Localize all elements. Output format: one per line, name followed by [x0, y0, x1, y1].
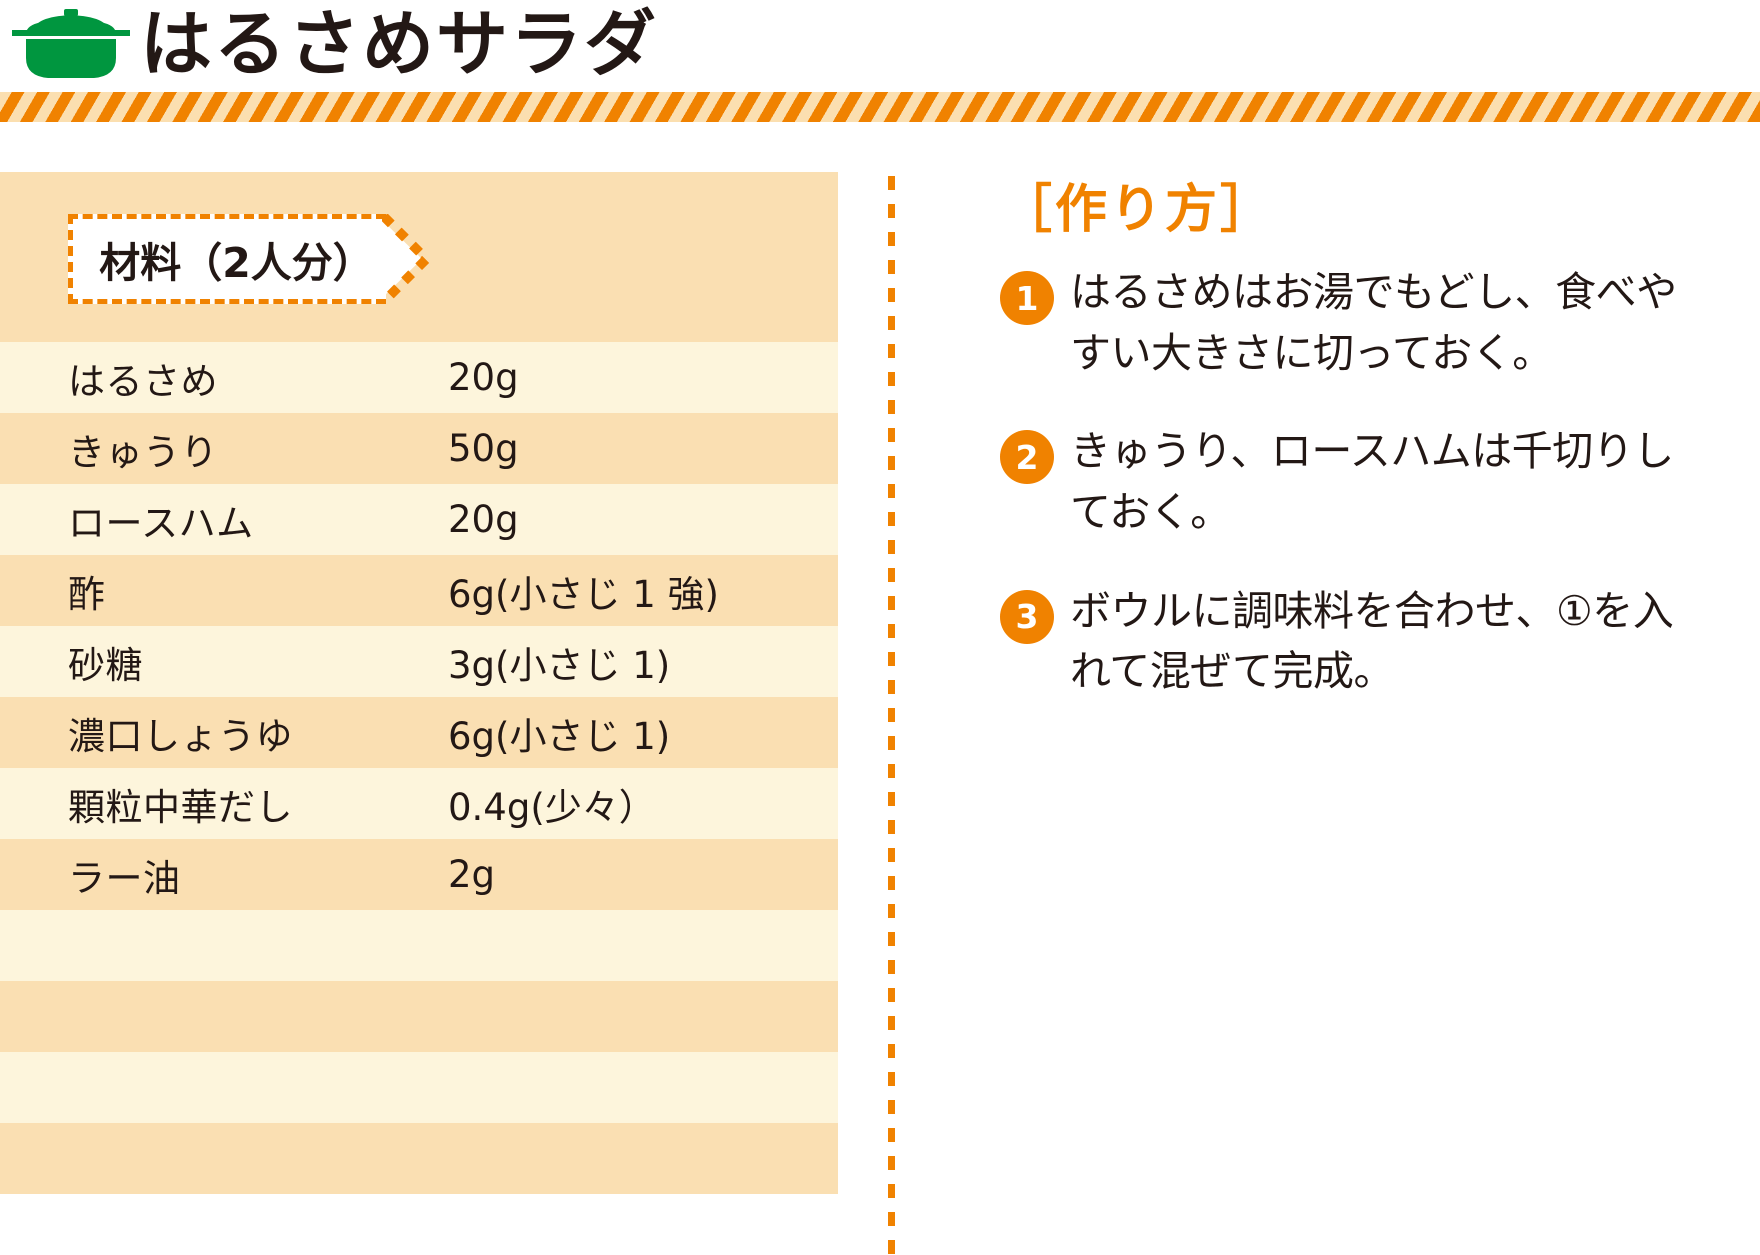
ingredient-name: 濃口しょうゆ: [68, 714, 293, 758]
ingredient-name: ラー油: [68, 856, 181, 900]
ingredient-amount: 20g: [448, 498, 519, 541]
decorative-stripe-band: [0, 92, 1760, 122]
ingredient-name: 顆粒中華だし: [68, 785, 293, 829]
vertical-dotted-divider: [888, 176, 895, 1255]
ingredient-amount: 50g: [448, 427, 519, 470]
ingredients-panel: 材料（2人分） はるさめ 20g きゅうり 50g ロースハム 20g 酢 6g(小さじ 1 …: [0, 172, 838, 1255]
ingredient-row: はるさめ 20g: [0, 342, 838, 413]
ingredient-name: 砂糖: [68, 643, 143, 687]
ingredients-tag-label: 材料（2人分）: [99, 239, 374, 287]
ingredients-tag-body: 材料（2人分）: [68, 214, 386, 304]
step-text: きゅうり、ロースハムは千切りしておく。: [1070, 427, 1674, 537]
ingredient-amount: 20g: [448, 356, 519, 399]
ingredient-row: 濃口しょうゆ 6g(小さじ 1): [0, 697, 838, 768]
instructions-list: 1 はるさめはお湯でもどし、食べやすい大きさに切っておく。 2 きゅうり、ロースハムは…: [1000, 262, 1700, 702]
ingredient-name: 酢: [68, 572, 106, 616]
ingredient-row: [0, 981, 838, 1052]
ingredient-row: ラー油 2g: [0, 839, 838, 910]
step-text: はるさめはお湯でもどし、食べやすい大きさに切っておく。: [1070, 268, 1677, 377]
ingredient-row: 顆粒中華だし 0.4g(少々）: [0, 768, 838, 839]
ingredients-tag: 材料（2人分）: [68, 214, 432, 306]
ingredient-row: きゅうり 50g: [0, 413, 838, 484]
instruction-step: 2 きゅうり、ロースハムは千切りしておく。: [1000, 421, 1700, 542]
ingredients-table: はるさめ 20g きゅうり 50g ロースハム 20g 酢 6g(小さじ 1 強) 砂糖 3g(小…: [0, 342, 838, 1194]
ingredient-amount: 2g: [448, 853, 496, 896]
ingredient-name: はるさめ: [68, 359, 218, 403]
ingredient-row: [0, 1123, 838, 1194]
ingredient-row: ロースハム 20g: [0, 484, 838, 555]
step-text: ボウルに調味料を合わせ、①を入れて混ぜて完成。: [1070, 586, 1674, 696]
ingredient-row: [0, 910, 838, 981]
instructions-heading: ［作り方］: [1000, 180, 1276, 240]
page-header: はるさめサラダ: [0, 0, 1760, 92]
ingredients-tag-arrow-icon: [382, 214, 432, 304]
step-number-badge: 3: [1000, 589, 1054, 644]
ingredient-amount: 3g(小さじ 1): [448, 643, 671, 687]
ingredient-amount: 0.4g(少々）: [448, 785, 656, 829]
ingredient-amount: 6g(小さじ 1 強): [448, 572, 719, 616]
ingredient-amount: 6g(小さじ 1): [448, 714, 671, 758]
instructions-panel: ［作り方］ 1 はるさめはお湯でもどし、食べやすい大きさに切っておく。 2 きゅうり、…: [1000, 176, 1700, 740]
step-number-badge: 1: [1000, 271, 1054, 325]
ingredient-row: 酢 6g(小さじ 1 強): [0, 555, 838, 626]
instruction-step: 1 はるさめはお湯でもどし、食べやすい大きさに切っておく。: [1000, 262, 1700, 383]
pot-icon: [12, 9, 130, 78]
page-title: はるさめサラダ: [140, 2, 659, 86]
ingredient-row: 砂糖 3g(小さじ 1): [0, 626, 838, 697]
instruction-step: 3 ボウルに調味料を合わせ、①を入れて混ぜて完成。: [1000, 581, 1700, 702]
step-number-badge: 2: [1000, 430, 1054, 485]
ingredient-name: きゅうり: [68, 430, 218, 474]
ingredient-row: [0, 1052, 838, 1123]
ingredient-name: ロースハム: [68, 501, 254, 545]
